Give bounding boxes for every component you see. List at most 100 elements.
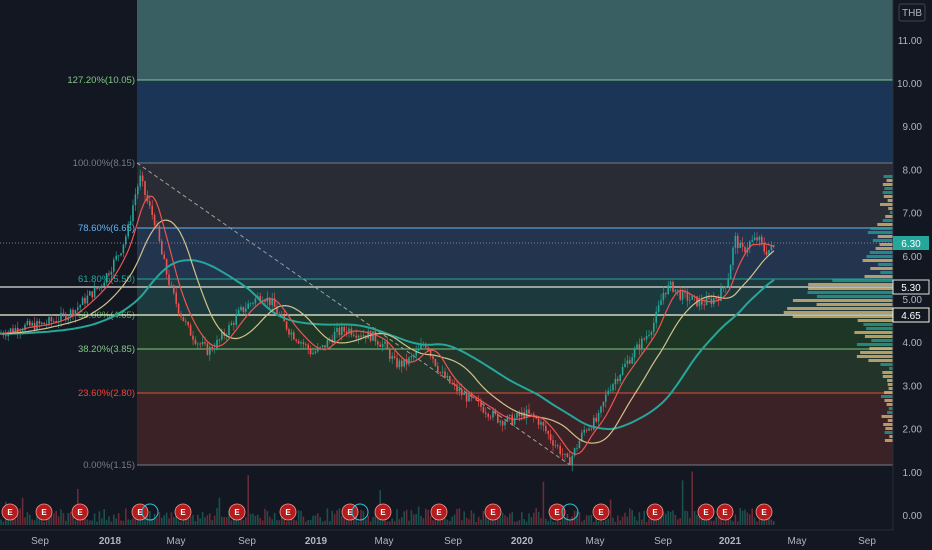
- candle-body: [506, 415, 509, 422]
- candle-body: [372, 331, 374, 341]
- earnings-badge: [697, 503, 715, 521]
- earnings-marker[interactable]: E: [697, 503, 715, 521]
- volume-bar: [648, 518, 650, 525]
- candle-body: [192, 335, 194, 340]
- earnings-marker[interactable]: E: [131, 503, 149, 521]
- volume-bar: [180, 521, 182, 525]
- volume-profile-bar: [889, 435, 893, 438]
- candle-body: [249, 303, 252, 305]
- volume-bar: [192, 514, 194, 525]
- earnings-marker[interactable]: E: [716, 503, 734, 521]
- volume-bar: [549, 510, 552, 525]
- volume-bar: [204, 517, 206, 525]
- candle-body: [151, 205, 153, 215]
- candle-body: [638, 344, 641, 350]
- volume-bar: [283, 519, 285, 525]
- candle-body: [187, 321, 189, 326]
- volume-profile-bar: [870, 227, 893, 230]
- time-axis[interactable]: Sep 2018 May Sep 2019 May Sep 2020 May Sep 2021 May…: [0, 529, 932, 550]
- earnings-marker[interactable]: E: [646, 503, 664, 521]
- volume-bar: [285, 521, 288, 525]
- volume-bar: [336, 510, 338, 525]
- candle-body: [590, 428, 593, 430]
- candle-body: [679, 290, 681, 300]
- dividend-marker[interactable]: [561, 503, 579, 521]
- candle-body: [758, 236, 761, 241]
- candle-body: [12, 328, 14, 333]
- earnings-badge: [131, 503, 149, 521]
- volume-bar: [602, 521, 605, 525]
- candle-body: [549, 433, 552, 441]
- fib-trend-line[interactable]: [136, 162, 571, 466]
- volume-bar: [573, 510, 576, 525]
- time-axis-label: May: [788, 536, 807, 547]
- candle-body: [53, 320, 55, 322]
- candle-body: [180, 313, 182, 317]
- fib-zone-236-0: [137, 393, 893, 465]
- candle-body: [492, 410, 494, 418]
- earnings-badge: [1, 503, 19, 521]
- earnings-marker[interactable]: E: [592, 503, 610, 521]
- volume-profile-bar: [860, 351, 893, 354]
- volume-bar: [14, 519, 17, 525]
- volume-profile-bar: [882, 375, 893, 378]
- price-axis[interactable]: THB 11.00 10.00 9.00 8.00 7.00 6.00 5.00 4.00 3.…: [892, 0, 932, 530]
- volume-bar: [314, 515, 317, 525]
- earnings-marker[interactable]: E: [341, 503, 359, 521]
- volume-bar: [657, 517, 660, 525]
- volume-bar: [701, 515, 703, 525]
- candle-body: [665, 292, 667, 294]
- candle-body: [345, 331, 348, 334]
- volume-profile-bar: [816, 295, 893, 298]
- earnings-marker[interactable]: E: [430, 503, 448, 521]
- volume-bar: [429, 515, 432, 525]
- candle-body: [137, 186, 139, 195]
- volume-bar: [681, 480, 684, 525]
- volume-bar: [559, 521, 561, 525]
- earnings-marker[interactable]: E: [548, 503, 566, 521]
- volume-bar: [319, 517, 321, 525]
- candle-body: [158, 225, 161, 242]
- earnings-badge: [548, 503, 566, 521]
- earnings-marker[interactable]: E: [1, 503, 19, 521]
- candle-body: [677, 289, 679, 291]
- earnings-marker[interactable]: E: [35, 503, 53, 521]
- volume-bar: [158, 512, 161, 525]
- price-axis-label: 4.00: [903, 338, 923, 349]
- price-axis-label: 8.00: [903, 165, 923, 176]
- candle-body: [456, 384, 458, 392]
- candle-body: [609, 390, 612, 392]
- volume-bar: [175, 512, 177, 525]
- earnings-marker[interactable]: E: [374, 503, 392, 521]
- currency-badge[interactable]: [898, 3, 926, 22]
- volume-bar: [734, 514, 737, 525]
- candle-body: [571, 455, 573, 466]
- volume-bar: [173, 516, 175, 525]
- volume-bar: [710, 520, 713, 525]
- dividend-marker[interactable]: [351, 503, 369, 521]
- volume-bar: [300, 510, 302, 525]
- earnings-marker[interactable]: E: [228, 503, 246, 521]
- earnings-marker[interactable]: E: [71, 503, 89, 521]
- earnings-marker[interactable]: E: [755, 503, 773, 521]
- candle-body: [175, 292, 177, 304]
- candle-body: [513, 417, 516, 425]
- volume-bar: [271, 519, 273, 525]
- candle-body: [439, 372, 441, 373]
- volume-bar: [295, 520, 297, 525]
- volume-bar: [669, 511, 672, 525]
- candle-body: [240, 306, 242, 311]
- volume-bar: [62, 513, 65, 525]
- volume-profile-bar: [883, 423, 893, 426]
- volume-bar: [91, 520, 93, 525]
- candle-body: [218, 339, 221, 341]
- earnings-marker[interactable]: E: [279, 503, 297, 521]
- dividend-marker[interactable]: [141, 503, 159, 521]
- volume-bar: [506, 517, 509, 525]
- candle-body: [681, 290, 684, 300]
- earnings-marker[interactable]: E: [484, 503, 502, 521]
- candle-body: [482, 406, 485, 413]
- earnings-marker[interactable]: E: [174, 503, 192, 521]
- candle-body: [480, 401, 482, 407]
